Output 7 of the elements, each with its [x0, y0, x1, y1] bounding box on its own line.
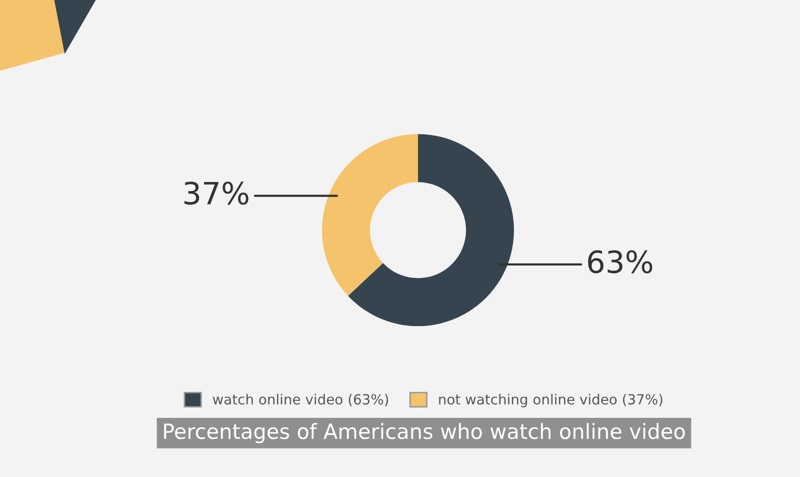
donut-slice — [322, 134, 418, 296]
legend-label: watch online video (63%) — [212, 394, 388, 406]
data-label: 37% — [184, 182, 248, 205]
data-label: 63% — [588, 250, 652, 274]
donut-slice — [348, 134, 514, 326]
text: Percentages of Americans who watch online video — [164, 423, 685, 444]
legend-label: not watching online video (37%) — [439, 394, 662, 408]
